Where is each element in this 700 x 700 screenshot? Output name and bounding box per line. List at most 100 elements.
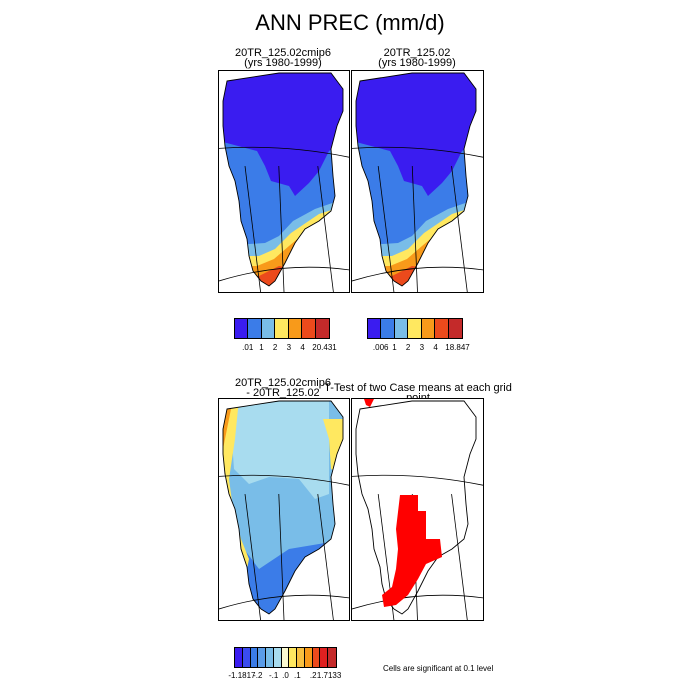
- panel-title-case1-line2: (yrs 1980-1999): [244, 57, 322, 69]
- colorbar-tick-label: 3: [419, 343, 425, 352]
- colorbar-tick-label: .0: [282, 671, 289, 680]
- map-panel-case2: [351, 70, 484, 293]
- colorbar-swatch: [235, 319, 249, 338]
- coastline: [355, 400, 477, 615]
- colorbar-swatch: [312, 648, 321, 667]
- longitude-line: [278, 494, 285, 620]
- precip-contour: [223, 401, 233, 449]
- colorbar-diff: [234, 647, 337, 668]
- figure-title: ANN PREC (mm/d): [255, 10, 445, 35]
- latitude-line: [352, 474, 483, 486]
- colorbar-swatch: [320, 648, 329, 667]
- colorbar-tick-label: 4: [300, 343, 305, 352]
- longitude-line: [411, 166, 418, 292]
- colorbar-swatch: [394, 319, 409, 338]
- map-panel-ttest: [351, 398, 484, 621]
- precip-contour: [223, 73, 343, 221]
- panel-title-case2-line2: (yrs 1980-1999): [378, 57, 456, 69]
- colorbar-swatch: [261, 319, 276, 338]
- panel-title-case2: 20TR_125.02 (yrs 1980-1999): [351, 47, 483, 69]
- panel-title-case1: 20TR_125.02cmip6 (yrs 1980-1999): [218, 47, 348, 69]
- colorbar-tick-label: 2: [405, 343, 411, 352]
- colorbar-tick-label: 4: [433, 343, 438, 352]
- colorbar-swatch: [408, 319, 422, 338]
- panel-title-case2-line1: 20TR_125.02: [383, 47, 451, 59]
- panel-title-case1-line1: 20TR_125.02cmip6: [234, 47, 331, 59]
- longitude-line: [317, 493, 334, 620]
- colorbar-swatch: [288, 319, 303, 338]
- latitude-line: [352, 146, 483, 158]
- colorbar-tick-label: .1: [294, 671, 301, 680]
- colorbar-swatch: [381, 319, 395, 338]
- colorbar-tick-label: 3: [286, 343, 292, 352]
- colorbar-swatch: [266, 648, 274, 667]
- colorbar-tick-label: .01: [242, 343, 254, 352]
- longitude-line: [377, 165, 395, 292]
- map-diff: [219, 400, 349, 620]
- colorbar-swatch: [297, 648, 305, 667]
- colorbar-swatch: [258, 648, 267, 667]
- colorbar-swatch: [242, 648, 251, 667]
- latitude-line: [219, 474, 349, 486]
- latitude-line: [219, 594, 349, 610]
- colorbar-tick-label: -1.1817: [228, 671, 256, 680]
- map-panel-case1: [218, 70, 350, 293]
- colorbar-swatch: [328, 648, 336, 667]
- precip-contour: [229, 401, 329, 499]
- colorbar-tick-label: -.2: [253, 671, 263, 680]
- colorbar-swatch: [273, 648, 282, 667]
- colorbar-swatch: [435, 319, 449, 338]
- colorbar-swatch: [248, 319, 262, 338]
- colorbar-tick-label: 1: [392, 343, 397, 352]
- significant-cells: [364, 399, 374, 407]
- colorbar-swatch: [368, 319, 382, 338]
- colorbar-case2: [367, 318, 463, 339]
- map-case2: [352, 72, 483, 292]
- colorbar-swatch: [275, 319, 289, 338]
- colorbar-case1: [234, 318, 330, 339]
- colorbar-swatch: [289, 648, 298, 667]
- graticule: [219, 146, 349, 292]
- coastline: [355, 72, 477, 287]
- colorbar-swatch: [235, 648, 243, 667]
- colorbar-tick-label: 20.431: [312, 343, 337, 352]
- colorbar-swatch: [302, 319, 316, 338]
- coastline: [222, 400, 344, 615]
- colorbar-swatch: [315, 319, 329, 338]
- latitude-line: [219, 266, 349, 282]
- coastline: [222, 72, 344, 287]
- map-panel-diff: [218, 398, 350, 621]
- colorbar-tick-label: .006: [372, 343, 389, 352]
- longitude-line: [451, 493, 468, 620]
- latitude-line: [219, 146, 349, 158]
- precip-field: [356, 73, 476, 286]
- latitude-line: [352, 594, 483, 610]
- map-case1: [219, 72, 349, 292]
- colorbar-tick-label: -.1: [268, 671, 279, 680]
- longitude-line: [451, 165, 468, 292]
- colorbar-tick-label: 1: [259, 343, 264, 352]
- panel-title-diff: 20TR_125.02cmip6 - 20TR_125.02: [218, 377, 348, 399]
- colorbar-swatch: [304, 648, 313, 667]
- colorbar-tick-label: 2: [272, 343, 278, 352]
- longitude-line: [278, 166, 285, 292]
- latitude-line: [352, 266, 483, 282]
- colorbar-tick-label: 18.847: [445, 343, 470, 352]
- graticule: [352, 146, 483, 292]
- longitude-line: [244, 165, 261, 292]
- colorbar-tick-label: .2: [309, 671, 317, 680]
- longitude-line: [244, 493, 261, 620]
- panel-title-diff-line1: 20TR_125.02cmip6: [234, 377, 331, 389]
- significant-cells: [382, 495, 442, 607]
- colorbar-swatch: [421, 319, 436, 338]
- colorbar-swatch: [250, 648, 259, 667]
- significance-note: Cells are significant at 0.1 level: [383, 664, 494, 673]
- graticule: [219, 474, 349, 620]
- colorbar-swatch: [281, 648, 290, 667]
- precip-contour: [356, 73, 476, 221]
- panel-title-diff-line2: - 20TR_125.02: [246, 387, 320, 399]
- colorbar-tick-label: 1.7133: [316, 671, 342, 680]
- map-ttest: [352, 399, 483, 620]
- colorbar-swatch: [448, 319, 462, 338]
- longitude-line: [317, 165, 334, 292]
